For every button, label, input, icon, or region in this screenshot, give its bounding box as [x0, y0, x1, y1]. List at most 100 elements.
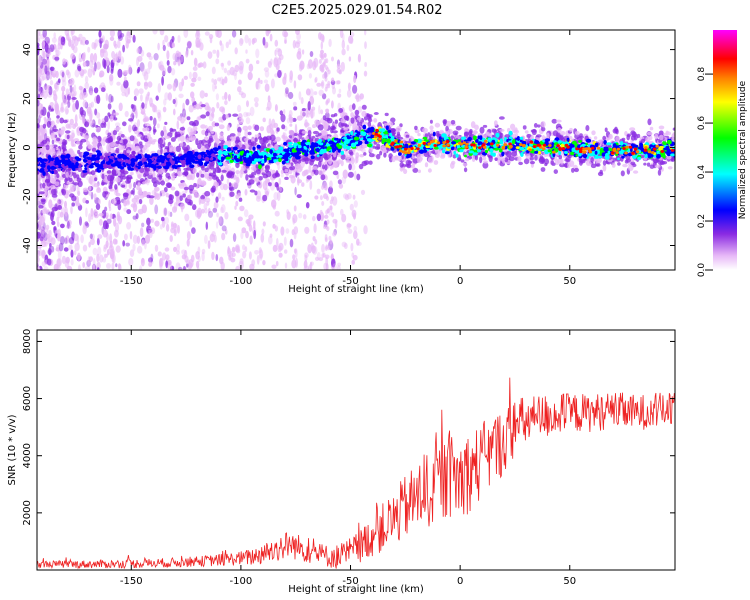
spectrogram-speckle	[313, 223, 317, 234]
spectrogram-halo	[198, 170, 203, 175]
spectrogram-halo	[254, 137, 258, 142]
spectrogram-speckle	[284, 87, 289, 95]
spectrogram-speckle	[244, 246, 248, 253]
spectrogram-speckle	[254, 101, 259, 108]
spectrogram-halo	[42, 123, 47, 129]
spectrogram-speckle	[40, 109, 44, 116]
spectrogram-speckle	[278, 177, 282, 186]
spectrogram-speckle	[308, 264, 312, 270]
spectrogram-halo	[68, 177, 73, 182]
spectrogram-speckle	[237, 86, 242, 93]
spectrogram-speckle	[77, 264, 81, 270]
spectrogram-speckle	[53, 32, 56, 39]
spectrogram-speckle	[255, 48, 260, 59]
spectrogram-speckle	[201, 248, 206, 255]
spectrogram-speckle	[186, 238, 190, 247]
spectrogram-halo	[164, 135, 171, 139]
spectrogram-speckle	[238, 79, 242, 85]
spectrogram-speckle	[70, 53, 75, 60]
spectrogram-speckle	[256, 254, 260, 265]
spectrogram-speckle	[303, 260, 308, 269]
spectrogram-halo	[293, 106, 298, 111]
spectrogram-halo	[463, 131, 470, 137]
spectrogram-speckle	[312, 236, 316, 242]
spectrogram-speckle	[55, 47, 59, 57]
spectrogram-speckle	[221, 232, 226, 241]
spectrogram-halo	[352, 103, 356, 110]
spectrogram-speckle	[297, 74, 303, 81]
spectrogram-speckle	[348, 104, 354, 112]
spectrogram-speckle	[173, 222, 177, 229]
spectrogram-speckle	[86, 106, 92, 115]
spectrogram-speckle	[316, 213, 322, 222]
spectrogram-halo	[362, 121, 368, 125]
spectrogram-speckle	[299, 60, 305, 70]
spectrogram-speckle	[136, 68, 140, 74]
spectrogram-speckle	[344, 194, 350, 201]
spectrogram-ridge-cell	[84, 164, 87, 168]
spectrogram-speckle	[64, 237, 68, 245]
spectrogram-speckle	[122, 240, 126, 247]
spectrogram-speckle	[117, 68, 123, 78]
spectrogram-halo	[665, 131, 672, 136]
spectrogram-halo	[470, 121, 476, 129]
spectrogram-speckle	[364, 62, 367, 67]
spectrogram-speckle	[153, 53, 159, 61]
spectrogram-halo	[259, 137, 265, 145]
spectrogram-speckle	[37, 197, 40, 203]
spectrogram-speckle	[205, 197, 211, 203]
spectrogram-speckle	[165, 223, 170, 232]
spectrogram-halo	[544, 162, 548, 167]
spectrogram-ridge-cell	[432, 131, 436, 137]
spectrogram-halo	[659, 134, 664, 141]
spectrogram-speckle	[277, 48, 283, 57]
spectrogram-halo	[367, 114, 373, 118]
spectrogram-speckle	[88, 241, 91, 248]
spectrogram-halo	[384, 112, 389, 117]
spectrogram-speckle	[301, 49, 305, 55]
spectrogram-speckle	[228, 182, 232, 187]
spectrogram-speckle	[41, 39, 46, 49]
spectrogram-speckle	[266, 190, 269, 198]
spectrogram-halo	[115, 177, 121, 183]
spectrogram-halo	[170, 137, 176, 142]
spectrogram-speckle	[172, 206, 177, 213]
spectrogram-halo	[229, 172, 235, 179]
spectrogram-halo	[131, 197, 138, 204]
spectrogram-speckle	[124, 70, 130, 75]
spectrogram-speckle	[272, 223, 276, 229]
spectrogram-speckle	[300, 97, 304, 105]
spectrogram-halo	[115, 192, 121, 197]
spectrogram-halo	[158, 174, 163, 181]
spectrogram-halo	[38, 205, 44, 209]
spectrogram-halo	[479, 126, 485, 134]
spectrogram-speckle	[201, 251, 205, 262]
spectrogram-speckle	[176, 250, 180, 255]
spectrogram-speckle	[74, 242, 80, 252]
spectrogram-halo	[210, 130, 214, 134]
spectrogram-halo	[211, 185, 216, 193]
spectrogram-speckle	[52, 73, 56, 78]
spectrogram-halo	[429, 125, 434, 131]
spectrogram-halo	[535, 134, 542, 138]
spectrogram-speckle	[58, 242, 64, 252]
spectrogram-speckle	[220, 62, 224, 67]
spectrogram-speckle	[163, 125, 167, 133]
spectrogram-speckle	[164, 216, 170, 225]
spectrogram-speckle	[50, 210, 55, 218]
spectrogram-halo	[269, 123, 273, 130]
spectrogram-halo	[51, 132, 56, 139]
spectrogram-halo	[450, 120, 456, 125]
spectrogram-speckle	[144, 234, 151, 244]
spectrogram-speckle	[107, 103, 112, 110]
spectrogram-speckle	[219, 256, 224, 265]
spectrogram-speckle	[316, 82, 322, 87]
spectrogram-speckle	[118, 50, 122, 60]
spectrogram-halo	[69, 193, 75, 198]
spectrogram-halo	[126, 209, 132, 215]
spectrogram-speckle	[92, 264, 96, 270]
spectrogram-speckle	[216, 212, 219, 218]
spectrogram-speckle	[73, 36, 79, 47]
spectrogram-speckle	[318, 59, 322, 64]
